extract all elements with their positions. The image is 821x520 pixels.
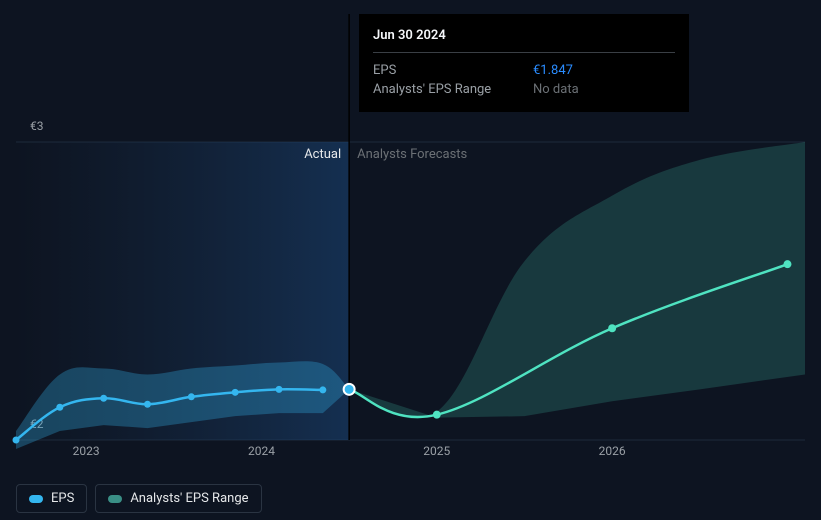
x-tick-label: 2025 — [423, 444, 450, 458]
eps-marker — [13, 437, 20, 444]
x-tick-label: 2024 — [248, 444, 275, 458]
tooltip-row: Analysts' EPS RangeNo data — [373, 80, 675, 100]
x-tick-label: 2023 — [73, 444, 100, 458]
x-tick-label: 2026 — [599, 444, 626, 458]
legend-swatch — [108, 495, 122, 503]
eps-marker — [56, 404, 63, 411]
actual-label: Actual — [304, 147, 341, 162]
forecast-marker — [608, 324, 616, 332]
eps-marker — [100, 395, 107, 402]
tooltip-row: EPS€1.847 — [373, 61, 675, 81]
eps-marker — [232, 389, 239, 396]
tooltip-divider — [373, 52, 675, 53]
eps-marker — [319, 386, 326, 393]
y-tick-label: €3 — [30, 119, 44, 133]
legend-label: Analysts' EPS Range — [130, 491, 248, 506]
forecast-marker — [783, 260, 791, 268]
forecast-marker — [433, 411, 441, 419]
legend-item[interactable]: Analysts' EPS Range — [95, 484, 261, 513]
chart-tooltip: Jun 30 2024 EPS€1.847Analysts' EPS Range… — [359, 14, 689, 112]
legend-label: EPS — [51, 491, 74, 506]
eps-chart: €2€3ActualAnalysts Forecasts202320242025… — [0, 0, 821, 520]
tooltip-row-label: Analysts' EPS Range — [373, 80, 533, 100]
chart-legend: EPS Analysts' EPS Range — [16, 484, 262, 513]
tooltip-row-label: EPS — [373, 61, 533, 81]
forecast-label: Analysts Forecasts — [357, 147, 467, 162]
tooltip-row-value: €1.847 — [533, 61, 573, 81]
eps-marker — [144, 401, 151, 408]
highlight-point — [344, 384, 355, 395]
tooltip-row-value: No data — [533, 80, 579, 100]
forecast-band — [349, 142, 805, 419]
legend-item[interactable]: EPS — [16, 484, 87, 513]
tooltip-date: Jun 30 2024 — [373, 26, 675, 46]
eps-marker — [276, 386, 283, 393]
eps-marker — [188, 393, 195, 400]
legend-swatch — [29, 495, 43, 503]
